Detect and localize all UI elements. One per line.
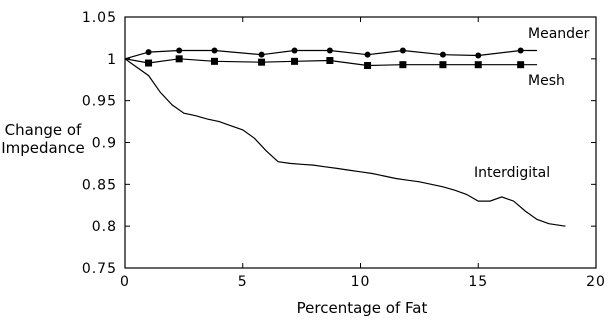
point-mesh	[364, 62, 372, 70]
plot-area	[124, 16, 597, 269]
y-tick-label: 1	[107, 52, 117, 68]
y-tick-label: 0.8	[92, 219, 117, 235]
point-mesh	[175, 55, 183, 63]
series-line-interdigital	[124, 58, 566, 227]
point-meander	[364, 51, 371, 58]
x-tick-label: 15	[468, 274, 488, 290]
x-tick-label: 10	[351, 274, 371, 290]
tick-layer: 0 5 10 15 20 0.75 0.8 0.85 0.9 0.95 1 1.05	[82, 10, 606, 290]
point-mesh	[145, 59, 153, 67]
series-label-meander: Meander	[528, 26, 590, 42]
y-tick-label: 0.95	[82, 94, 117, 110]
x-tick-label: 5	[238, 274, 248, 290]
point-meander	[326, 47, 333, 54]
point-meander	[291, 47, 298, 54]
y-tick-label: 0.9	[92, 136, 117, 152]
y-tick-label: 0.75	[82, 261, 117, 277]
y-axis-title-line-2: Impedance	[1, 139, 84, 157]
x-tick-label: 0	[120, 274, 130, 290]
point-meander	[439, 51, 446, 58]
point-meander	[258, 51, 265, 58]
x-axis-title: Percentage of Fat	[297, 299, 428, 317]
point-mesh	[291, 57, 299, 65]
point-meander	[517, 47, 524, 54]
point-meander	[399, 47, 406, 54]
series-label-interdigital: Interdigital	[474, 165, 550, 181]
point-meander	[145, 49, 152, 56]
point-meander	[176, 47, 183, 54]
series-label-mesh: Mesh	[528, 73, 565, 89]
point-mesh	[474, 61, 482, 69]
point-mesh	[326, 57, 334, 65]
y-axis-title-line-1: Change of	[5, 121, 82, 139]
point-mesh	[517, 61, 525, 69]
point-mesh	[439, 61, 447, 69]
plot-frame	[124, 16, 597, 269]
point-mesh	[210, 57, 218, 65]
y-tick-label: 0.85	[82, 177, 117, 193]
point-meander	[475, 52, 482, 59]
series-layer	[124, 47, 566, 227]
x-tick-label: 20	[586, 274, 606, 290]
point-mesh	[258, 58, 266, 66]
point-meander	[211, 47, 218, 54]
y-tick-label: 1.05	[82, 10, 117, 26]
point-mesh	[399, 61, 407, 69]
